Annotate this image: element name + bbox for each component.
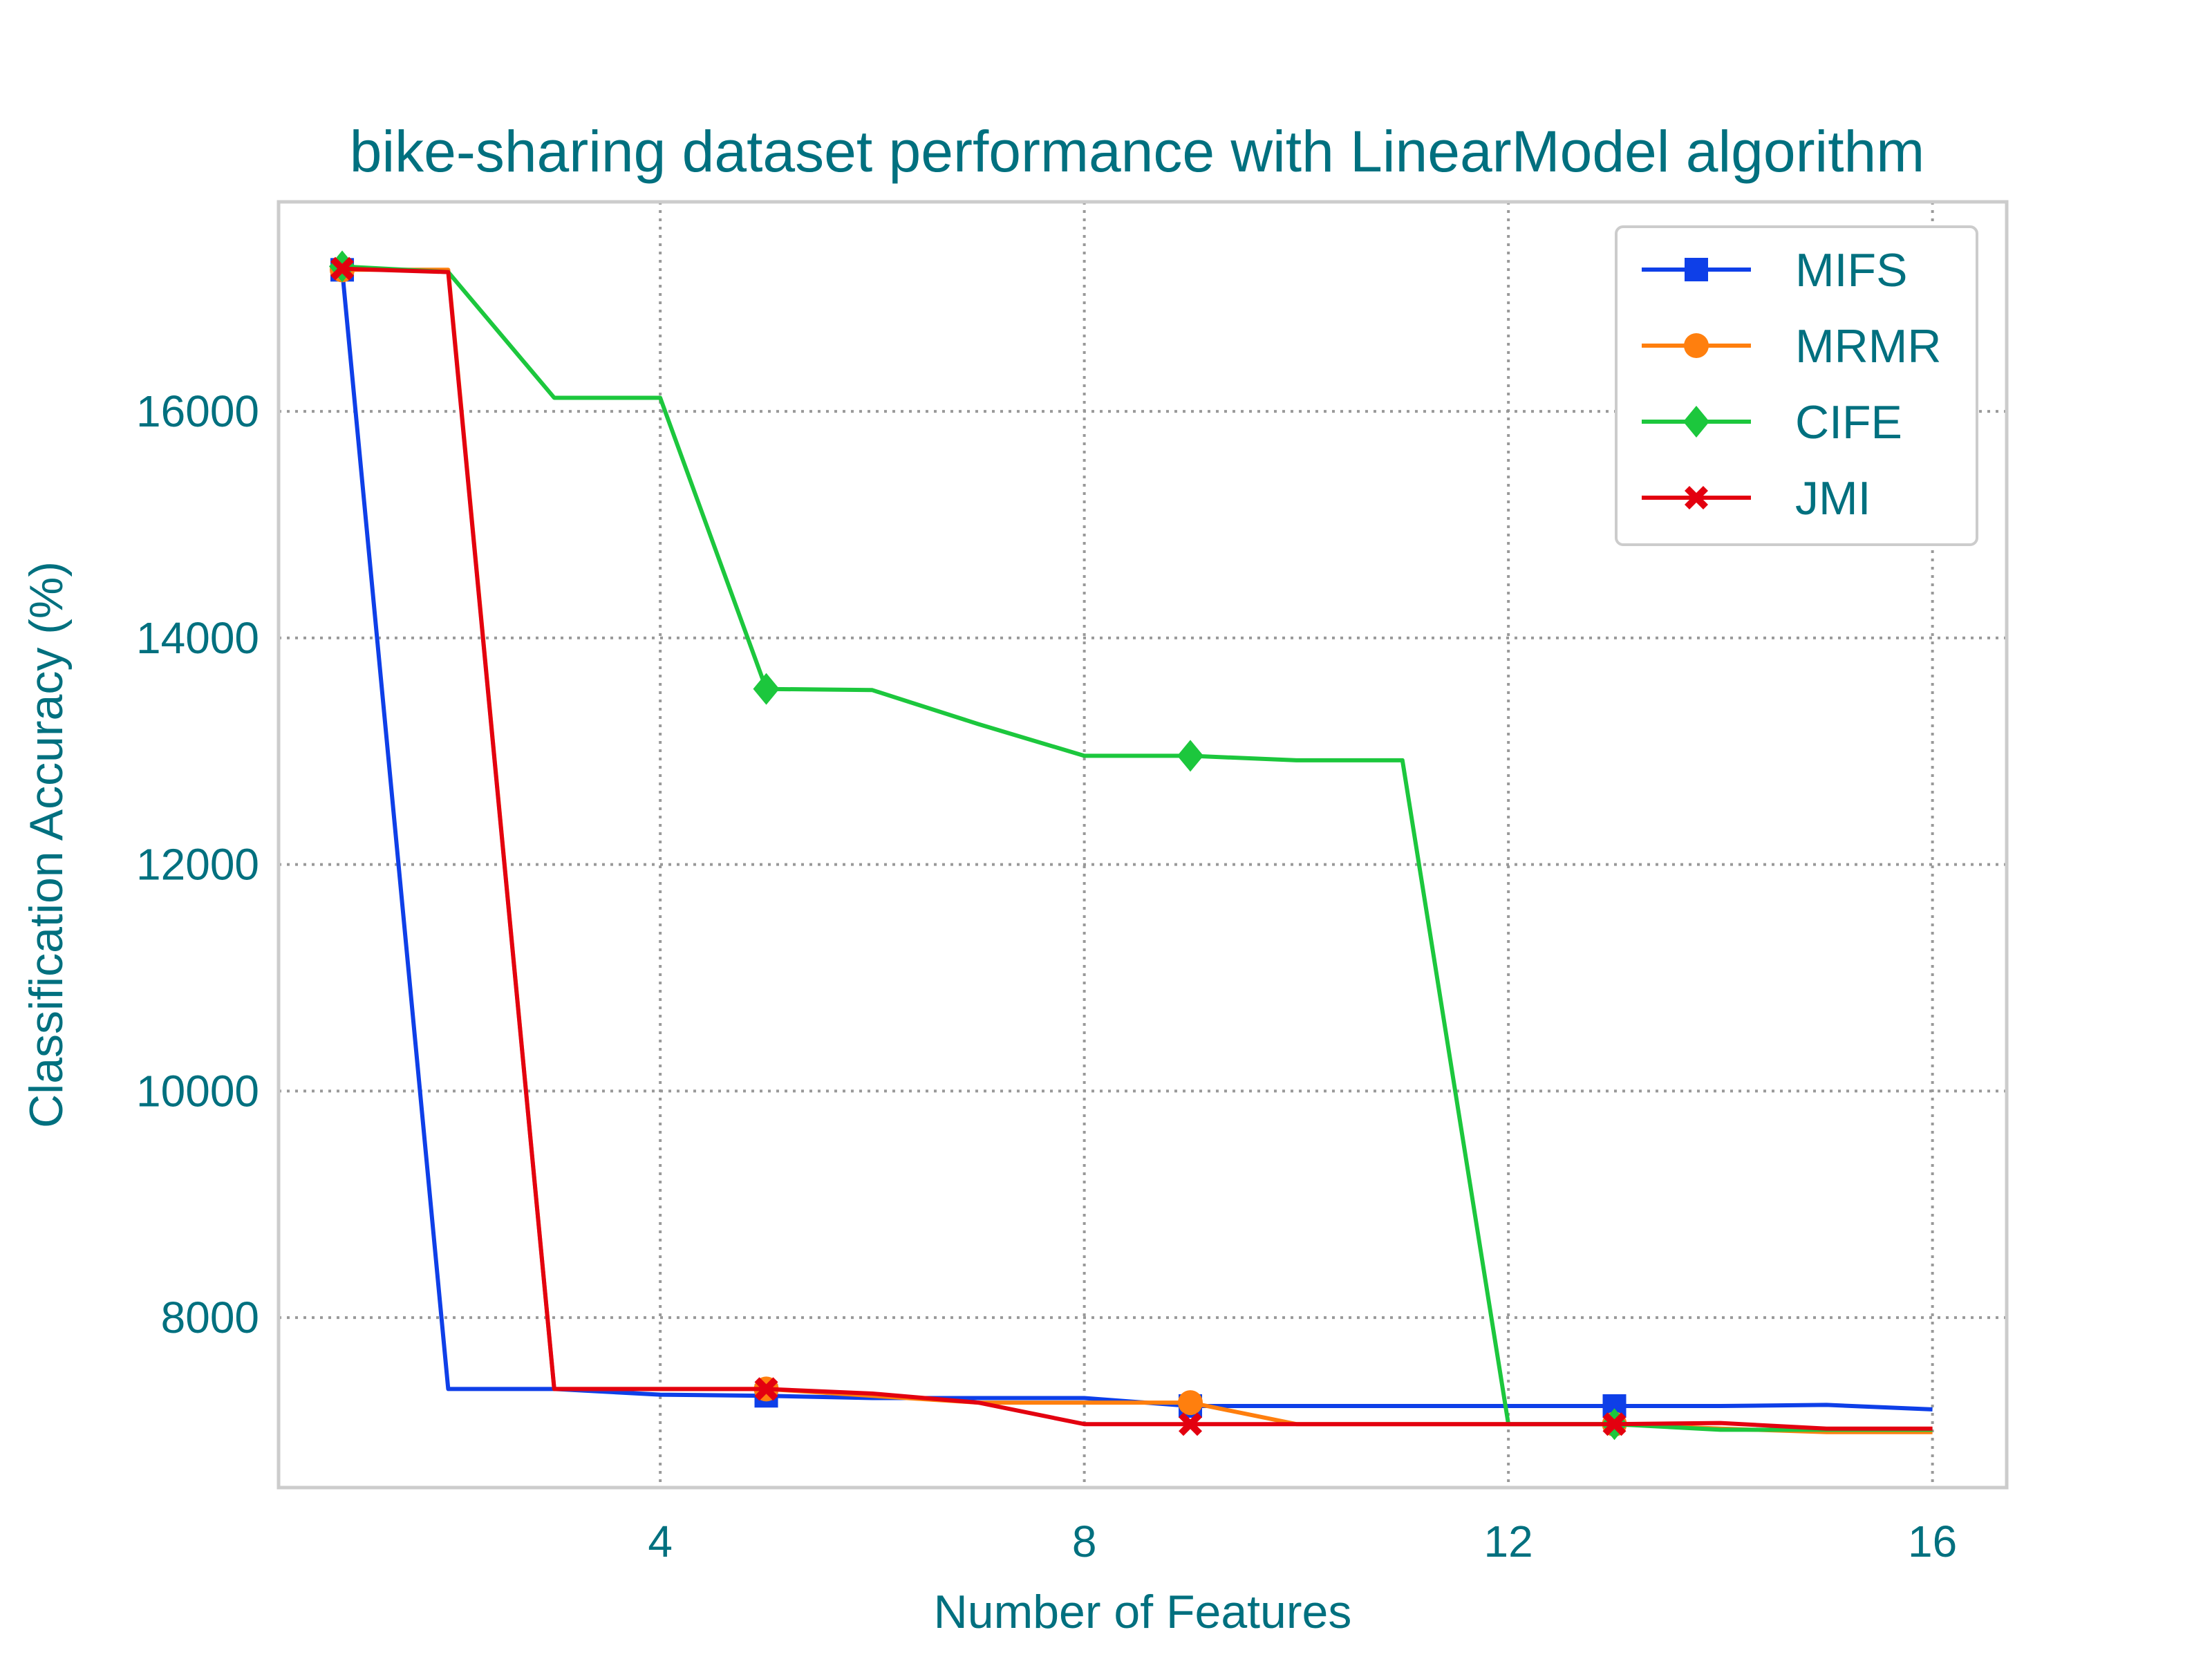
- legend-label-cife: CIFE: [1795, 396, 1902, 449]
- x-tick-label: 12: [1484, 1517, 1533, 1566]
- legend-marker-jmi: [1685, 486, 1708, 509]
- y-tick-label: 8000: [161, 1293, 259, 1342]
- y-tick-label: 10000: [136, 1066, 259, 1116]
- series-line-jmi: [341, 266, 1933, 1431]
- data-point-jmi: [1179, 1412, 1203, 1436]
- legend: MIFS MRMR CIFE JMI: [1615, 225, 1978, 546]
- y-tick-labels: 8000 10000 12000 14000 16000: [136, 386, 259, 1342]
- chart-title: bike-sharing dataset performance with Li…: [350, 119, 1925, 184]
- data-point-jmi: [330, 256, 355, 281]
- series-group: [329, 250, 1933, 1441]
- data-point-mrmr: [1178, 1390, 1203, 1416]
- x-axis-label: Number of Features: [934, 1586, 1352, 1638]
- legend-label-mifs: MIFS: [1795, 244, 1907, 297]
- plot-frame: [276, 200, 2009, 1490]
- data-point-cife: [1177, 740, 1204, 772]
- x-tick-label: 4: [648, 1517, 673, 1566]
- data-point-cife: [753, 673, 780, 705]
- data-point-jmi: [1602, 1412, 1627, 1436]
- y-axis-label: Classification Accuracy (%): [20, 561, 73, 1128]
- legend-box: [1615, 225, 1978, 546]
- data-point-jmi: [754, 1377, 778, 1401]
- legend-label-jmi: JMI: [1795, 472, 1871, 525]
- gridlines: [279, 202, 2007, 1488]
- x-tick-label: 8: [1072, 1517, 1097, 1566]
- x-tick-label: 16: [1908, 1517, 1957, 1566]
- legend-marker-mrmr: [1684, 333, 1709, 358]
- legend-marker-cife: [1683, 406, 1709, 438]
- y-tick-label: 12000: [136, 840, 259, 890]
- legend-label-mrmr: MRMR: [1795, 320, 1942, 373]
- y-tick-label: 14000: [136, 613, 259, 663]
- series-line-cife: [341, 264, 1933, 1432]
- y-tick-label: 16000: [136, 386, 259, 436]
- x-tick-labels: 4 8 12 16: [648, 1517, 1957, 1566]
- legend-marker-mifs: [1685, 258, 1708, 281]
